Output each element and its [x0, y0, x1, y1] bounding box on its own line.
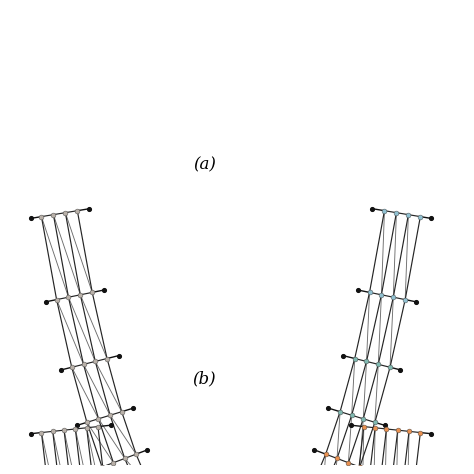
Text: (a): (a)	[193, 156, 216, 173]
Text: (b): (b)	[192, 370, 216, 387]
